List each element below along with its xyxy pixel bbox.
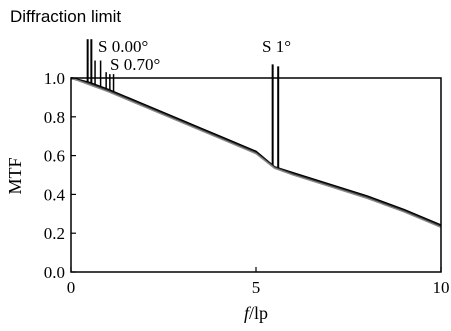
y-tick-label-4: 0.8 xyxy=(44,108,65,127)
x-axis-label: f/lp xyxy=(244,303,268,323)
x-tick-label-2: 10 xyxy=(433,278,450,297)
spikes-layer xyxy=(86,39,280,169)
y-tick-label-0: 0.0 xyxy=(44,263,65,282)
mtf-series-line-1 xyxy=(70,76,442,227)
y-tick-label-3: 0.6 xyxy=(44,147,65,166)
x-axis-label-unit: /lp xyxy=(249,303,268,323)
x-tick-label-1: 5 xyxy=(252,278,261,297)
y-tick-label-1: 0.2 xyxy=(44,224,65,243)
mtf-series-line-3 xyxy=(70,77,442,229)
y-tick-label-5: 1.0 xyxy=(44,69,65,88)
annotation-diffraction-limit: Diffraction limit xyxy=(10,7,121,26)
y-axis-label: MTF xyxy=(5,157,25,194)
x-axis-label-f: f xyxy=(244,303,252,323)
ticks-layer: 0.0 0.2 0.4 0.6 0.8 1.0 0 5 10 xyxy=(44,69,450,297)
y-tick-label-2: 0.4 xyxy=(44,185,66,204)
series-layer xyxy=(70,76,442,229)
annotation-s-1: S 1° xyxy=(262,37,291,56)
mtf-series-line-2 xyxy=(70,77,442,228)
annotation-s-0-70: S 0.70° xyxy=(110,55,160,74)
plot-frame xyxy=(70,77,442,273)
annotation-s-0-00: S 0.00° xyxy=(98,37,148,56)
x-tick-label-0: 0 xyxy=(67,278,76,297)
